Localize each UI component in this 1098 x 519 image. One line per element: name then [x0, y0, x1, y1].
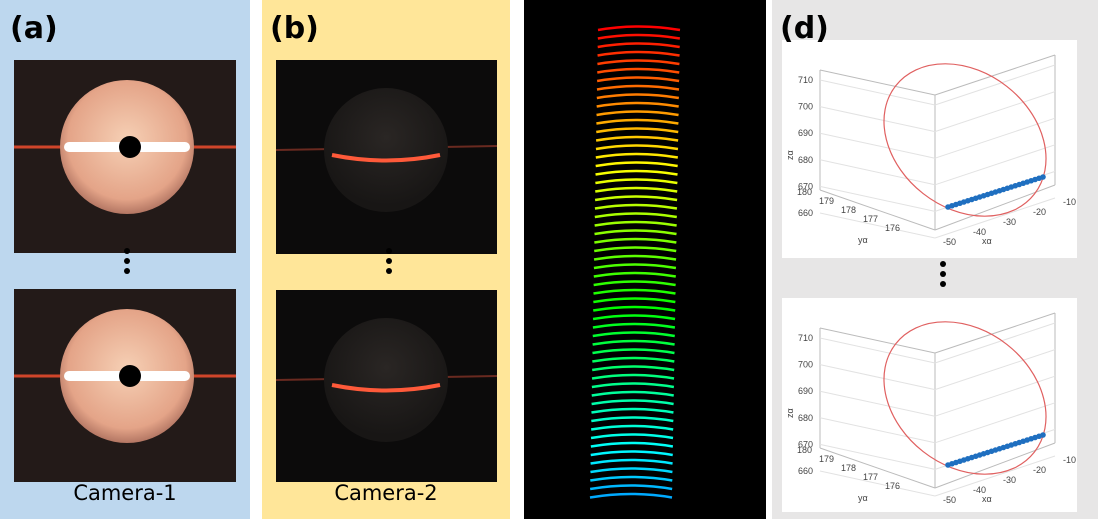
- y-tick-label: 180: [797, 445, 812, 455]
- panel-label: (d): [780, 11, 829, 46]
- z-tick-label: 690: [798, 128, 813, 138]
- y-tick-label: 178: [841, 463, 856, 473]
- x-tick-label: -50: [943, 237, 956, 247]
- z-tick-label: 690: [798, 386, 813, 396]
- x-tick-label: -30: [1003, 217, 1016, 227]
- z-tick-label: 680: [798, 155, 813, 165]
- panel-label: (b): [270, 11, 319, 46]
- figure: (a) (b) (c) (d) Camera-1 Camera-2 710 700…: [0, 0, 1098, 519]
- y-tick-label: 178: [841, 205, 856, 215]
- y-tick-label: 176: [885, 481, 900, 491]
- y-tick-label: 176: [885, 223, 900, 233]
- z-tick-label: 700: [798, 102, 813, 112]
- panel-label: (a): [10, 11, 58, 46]
- z-tick-label: 660: [798, 466, 813, 476]
- y-tick-label: 179: [819, 196, 834, 206]
- page: (a) (b) (c) (d) Camera-1 Camera-2 710 700…: [0, 0, 1098, 519]
- x-tick-label: -50: [943, 495, 956, 505]
- y-tick-label: 180: [797, 187, 812, 197]
- x-tick-label: -20: [1033, 465, 1046, 475]
- z-axis-label: zα: [785, 150, 795, 160]
- panel-label: (c): [530, 11, 575, 46]
- x-axis-label: xα: [982, 494, 992, 504]
- x-axis-label: xα: [982, 236, 992, 246]
- caption: Camera-1: [73, 481, 176, 505]
- y-axis-label: yα: [858, 493, 868, 503]
- point: [1040, 432, 1046, 438]
- point: [1040, 174, 1046, 180]
- z-tick-label: 710: [798, 333, 813, 343]
- x-tick-label: -20: [1033, 207, 1046, 217]
- caption: Camera-2: [334, 481, 437, 505]
- y-tick-label: 179: [819, 454, 834, 464]
- z-tick-label: 680: [798, 413, 813, 423]
- x-tick-label: -10: [1063, 197, 1076, 207]
- z-tick-label: 710: [798, 75, 813, 85]
- x-tick-label: -10: [1063, 455, 1076, 465]
- y-axis-label: yα: [858, 235, 868, 245]
- x-tick-label: -30: [1003, 475, 1016, 485]
- z-tick-label: 660: [798, 208, 813, 218]
- z-tick-label: 700: [798, 360, 813, 370]
- y-tick-label: 177: [863, 214, 878, 224]
- y-tick-label: 177: [863, 472, 878, 482]
- z-axis-label: zα: [785, 408, 795, 418]
